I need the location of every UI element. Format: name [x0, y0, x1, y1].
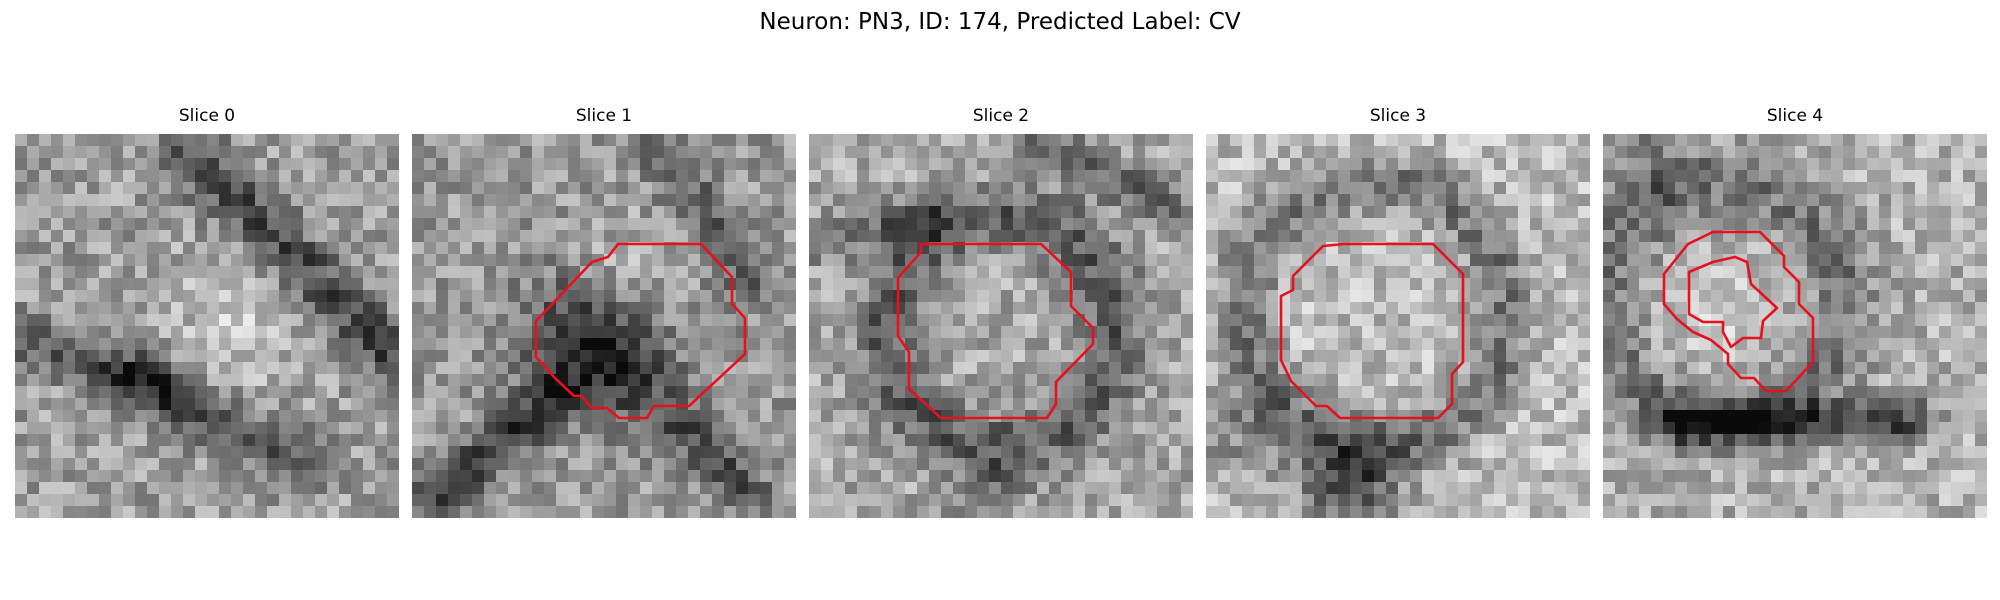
slice-image	[1603, 134, 1987, 518]
figure-title: Neuron: PN3, ID: 174, Predicted Label: C…	[759, 9, 1241, 35]
segmentation-contour	[534, 242, 747, 420]
panel-title: Slice 4	[1766, 106, 1824, 126]
panel-title: Slice 2	[972, 106, 1030, 126]
panel-title: Slice 1	[575, 106, 633, 126]
grayscale-pixel-grid	[809, 134, 1193, 518]
slice-image	[809, 134, 1193, 518]
panel-slice-4: Slice 4	[1603, 104, 1987, 518]
grayscale-pixel-grid	[1206, 134, 1590, 518]
panel-slice-2: Slice 2	[809, 104, 1193, 518]
panel-slice-0: Slice 0	[15, 104, 399, 518]
segmentation-contour-inner	[1687, 255, 1779, 349]
panel-title: Slice 0	[178, 106, 236, 126]
panel-title: Slice 3	[1369, 106, 1427, 126]
panel-slice-3: Slice 3	[1206, 104, 1590, 518]
panel-slice-1: Slice 1	[412, 104, 796, 518]
segmentation-contour	[896, 242, 1095, 420]
segmentation-contour	[1279, 242, 1465, 420]
slice-image	[1206, 134, 1590, 518]
grayscale-pixel-grid	[412, 134, 796, 518]
grayscale-pixel-grid	[1603, 134, 1987, 518]
slice-image	[412, 134, 796, 518]
slice-image	[15, 134, 399, 518]
segmentation-contour-outer	[1662, 230, 1815, 393]
grayscale-pixel-grid	[15, 134, 399, 518]
